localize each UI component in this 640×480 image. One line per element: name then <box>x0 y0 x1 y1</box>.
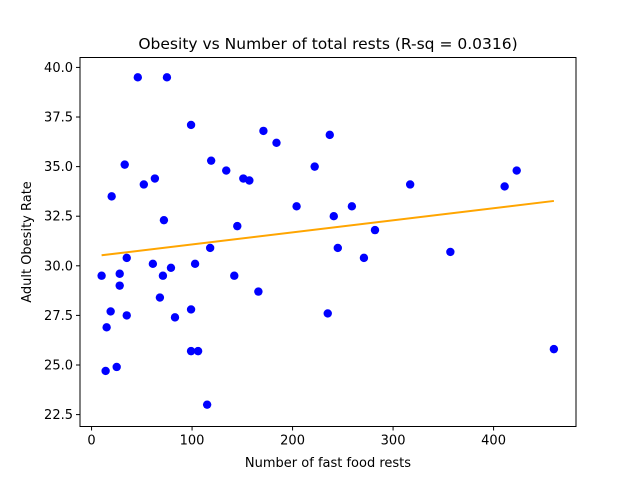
y-tick-label: 30.0 <box>44 259 73 274</box>
data-point <box>155 293 165 302</box>
data-point <box>329 212 338 221</box>
data-point <box>190 259 200 269</box>
data-point <box>107 192 116 201</box>
data-point <box>97 271 106 280</box>
trend-line <box>101 199 555 257</box>
data-point <box>106 307 115 316</box>
data-point <box>512 166 521 175</box>
data-point <box>206 156 216 165</box>
data-point <box>148 259 158 269</box>
x-tick-label: 300 <box>381 434 406 449</box>
y-tick-label: 40.0 <box>44 61 73 76</box>
plot-area-frame <box>79 57 577 427</box>
x-tick-label: 100 <box>180 434 205 449</box>
data-point <box>405 180 415 189</box>
data-point <box>310 162 319 171</box>
data-point <box>170 313 180 322</box>
y-tick-label: 32.5 <box>44 210 73 225</box>
data-point <box>446 247 455 257</box>
data-point <box>259 126 268 136</box>
data-point <box>549 344 559 354</box>
y-tick-label: 35.0 <box>44 160 73 175</box>
data-point <box>186 346 196 356</box>
data-point <box>166 263 176 272</box>
y-axis-label: Adult Obesity Rate <box>20 181 35 303</box>
data-point <box>122 311 131 320</box>
x-tick-label: 0 <box>87 434 95 449</box>
data-point <box>292 202 301 211</box>
data-point <box>162 73 172 82</box>
data-point <box>205 243 215 253</box>
data-point <box>347 202 357 211</box>
data-point <box>272 138 281 148</box>
y-tick-label: 22.5 <box>44 408 73 423</box>
data-point <box>254 287 263 296</box>
data-point <box>359 253 369 263</box>
data-point <box>115 281 124 290</box>
data-point <box>186 305 196 314</box>
data-point <box>133 73 142 82</box>
plot-marks <box>97 73 559 409</box>
y-axis-ticks: 22.5 25.0 27.5 30.0 32.5 35.0 37.5 40.0 <box>44 61 80 423</box>
data-point <box>222 166 231 175</box>
data-point <box>325 130 334 140</box>
x-tick-label: 400 <box>481 434 506 449</box>
data-point <box>202 400 212 409</box>
y-tick-label: 27.5 <box>44 309 73 324</box>
data-point <box>122 253 131 263</box>
data-point <box>102 323 111 332</box>
y-tick-label: 37.5 <box>44 111 73 126</box>
data-point <box>159 215 169 225</box>
data-point <box>233 221 242 231</box>
x-axis-ticks: 0 100 200 300 400 <box>87 426 506 449</box>
data-point <box>230 271 239 280</box>
data-point <box>139 180 149 189</box>
data-point <box>500 182 509 191</box>
chart-title: Obesity vs Number of total rests (R-sq =… <box>138 35 517 53</box>
data-point <box>333 243 342 253</box>
data-point <box>370 225 380 235</box>
data-point <box>158 271 168 280</box>
data-point <box>101 366 110 376</box>
y-tick-label: 25.0 <box>44 359 73 374</box>
data-point <box>112 362 121 372</box>
data-point <box>115 269 124 278</box>
data-point <box>150 174 160 183</box>
data-point <box>245 176 254 185</box>
data-point <box>186 120 196 130</box>
x-tick-label: 200 <box>280 434 305 449</box>
data-point <box>323 309 332 318</box>
data-point <box>193 346 203 356</box>
data-point <box>120 160 129 169</box>
x-axis-label: Number of fast food rests <box>245 456 411 471</box>
